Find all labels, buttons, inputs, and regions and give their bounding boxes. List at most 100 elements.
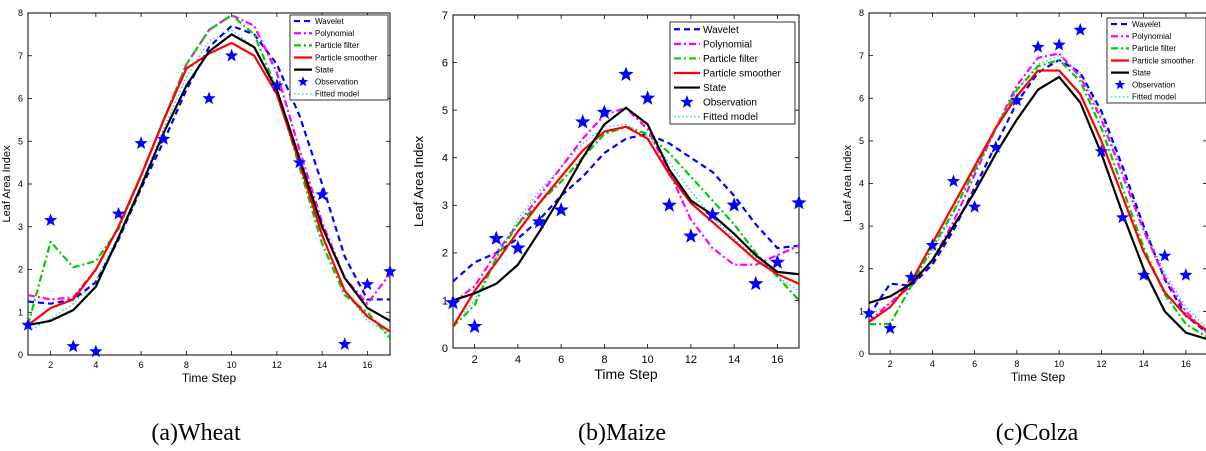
legend: Wavelet Polynomial Particle filter Particle… [669, 21, 796, 125]
legend-label-observation: Observation [315, 78, 358, 87]
y-axis-label: Leaf Area Index [411, 135, 426, 227]
observation-point [883, 321, 897, 335]
observation-point [111, 206, 126, 220]
observation-point [510, 240, 526, 255]
observation-point [862, 306, 876, 320]
series-line-particle-smoother [28, 41, 390, 333]
y-tick-label: 6 [442, 57, 448, 69]
y-tick-label: 2 [859, 264, 864, 274]
y-tick-label: 0 [859, 349, 864, 359]
observation-point [43, 213, 58, 226]
observation-point [1052, 37, 1066, 51]
legend: Wavelet Polynomial Particle filter Particle… [289, 14, 389, 101]
y-tick-label: 8 [18, 8, 23, 18]
x-tick-label: 8 [184, 360, 189, 370]
series-line-wavelet [453, 132, 799, 283]
legend-swatch-observation [680, 95, 694, 108]
observation-point [967, 199, 982, 213]
observation-point [596, 104, 612, 119]
x-tick-label: 12 [685, 354, 697, 366]
y-tick-label: 1 [18, 307, 23, 317]
observation-point [989, 140, 1003, 153]
x-tick-label: 6 [558, 354, 564, 366]
series-line-state [453, 106, 799, 302]
y-tick-label: 1 [442, 295, 448, 307]
panel-caption: (b)Maize [578, 420, 666, 446]
y-tick-label: 6 [18, 94, 23, 104]
observation-point [1073, 23, 1087, 36]
x-tick-label: 4 [515, 354, 521, 366]
observation-point [661, 197, 677, 212]
y-tick-label: 6 [859, 93, 864, 103]
observation-point [904, 270, 918, 283]
observation-point [925, 238, 940, 251]
observation-point [338, 337, 352, 350]
series-line-state [869, 75, 1206, 340]
x-tick-label: 8 [601, 354, 607, 366]
legend-swatch-observation [297, 76, 309, 87]
x-tick-label: 6 [972, 359, 977, 369]
legend-label-state: State [703, 83, 727, 94]
series-line-particle-smoother [869, 69, 1206, 332]
series-line-particle-filter [453, 125, 799, 328]
observation-point [383, 264, 397, 278]
observation-point [224, 48, 239, 62]
y-tick-label: 7 [859, 51, 864, 61]
y-tick-label: 0 [442, 343, 448, 355]
x-tick-label: 2 [48, 360, 53, 370]
observation-point [791, 194, 807, 210]
y-tick-label: 3 [859, 221, 864, 231]
y-tick-label: 2 [442, 248, 448, 260]
y-axis-label: Leaf Area Index [842, 144, 854, 222]
observation-point [445, 294, 461, 310]
x-tick-label: 16 [771, 354, 783, 366]
x-tick-label: 2 [472, 354, 478, 366]
y-tick-label: 7 [442, 10, 448, 22]
observation-point [748, 275, 764, 291]
observation-point [202, 91, 216, 105]
legend-label-particle-filter: Particle filter [315, 41, 359, 50]
legend-label-wavelet: Wavelet [1132, 20, 1161, 29]
panel-caption: (c)Colza [996, 420, 1079, 446]
y-tick-label: 5 [859, 136, 864, 146]
y-tick-label: 4 [18, 179, 23, 189]
observation-point [157, 132, 171, 145]
legend-swatch-observation [1114, 79, 1126, 90]
y-tick-label: 4 [442, 153, 448, 165]
observation-point [1158, 248, 1172, 262]
panel-caption: (a)Wheat [151, 420, 241, 446]
legend-label-observation: Observation [1132, 81, 1175, 90]
series-line-state [28, 33, 390, 327]
observation-point [1010, 93, 1024, 107]
observation-point [704, 206, 721, 222]
legend-label-polynomial: Polynomial [315, 29, 354, 38]
observation-point [1094, 144, 1109, 158]
x-tick-label: 10 [227, 360, 237, 370]
series-line-particle-smoother [453, 125, 799, 328]
observation-point [640, 90, 656, 105]
x-tick-label: 8 [1014, 359, 1019, 369]
x-tick-label: 14 [317, 360, 327, 370]
observation-point [134, 136, 148, 150]
series-line-fitted-model [453, 123, 799, 325]
y-tick-label: 5 [442, 105, 448, 117]
series-line-polynomial [453, 106, 799, 304]
observation-point [315, 187, 329, 201]
observation-point [270, 78, 284, 92]
y-tick-label: 8 [859, 8, 864, 18]
legend-label-fitted-model: Fitted model [315, 90, 359, 99]
observation-point [726, 197, 742, 212]
observation-point [769, 254, 785, 269]
x-tick-label: 12 [1096, 359, 1106, 369]
x-axis-label: Time Step [594, 366, 657, 382]
series-line-particle-filter [28, 14, 390, 339]
observation-point [488, 230, 504, 246]
observation-point [1179, 268, 1193, 281]
legend-label-polynomial: Polynomial [703, 39, 752, 50]
y-tick-label: 3 [442, 200, 448, 212]
legend-label-observation: Observation [703, 98, 757, 109]
legend: Wavelet Polynomial Particle filter Particle… [1106, 17, 1206, 104]
